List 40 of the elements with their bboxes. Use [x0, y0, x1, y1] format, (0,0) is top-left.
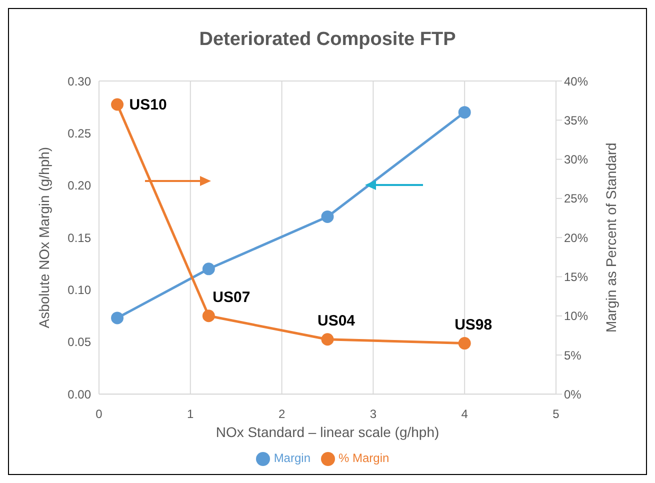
point — [458, 106, 471, 119]
y2-tick-label: 40% — [564, 74, 588, 88]
x-tick-label: 1 — [187, 407, 194, 422]
x-tick-label: 2 — [278, 407, 286, 422]
y-tick-label: 0.20 — [68, 178, 92, 193]
annotation: US07 — [212, 288, 250, 306]
y2-axis-title: Margin as Percent of Standard — [602, 142, 619, 333]
point — [111, 98, 124, 111]
x-axis-title: NOx Standard – linear scale (g/hph) — [216, 424, 440, 440]
y2-tick-label: 35% — [564, 113, 588, 128]
y2-tick-label: 15% — [564, 270, 588, 284]
y2-tick-label: 5% — [564, 348, 582, 362]
y2-tick-label: 10% — [564, 309, 588, 324]
y-tick-label: 0.00 — [68, 387, 92, 402]
x-tick-label: 5 — [552, 407, 560, 422]
y2-tick-label: 25% — [564, 192, 588, 206]
y-tick-label: 0.25 — [68, 126, 92, 140]
y-tick-label: 0.05 — [68, 335, 92, 350]
annotation: US10 — [129, 96, 167, 114]
annotation: US04 — [318, 312, 356, 330]
y2-tick-label: 30% — [564, 152, 588, 167]
y-tick-label: 0.10 — [68, 283, 92, 298]
y-axis-title: Asbolute NOx Margin (g/hph) — [36, 146, 52, 328]
y2-tick-label: 0% — [564, 387, 582, 402]
annotation: US98 — [454, 316, 492, 334]
x-tick-label: 4 — [461, 407, 468, 422]
legend-label: % Margin — [338, 451, 390, 466]
point — [321, 210, 334, 223]
y-tick-label: 0.30 — [68, 74, 92, 88]
point — [202, 262, 215, 276]
y-tick-label: 0.15 — [68, 230, 92, 245]
point — [202, 310, 215, 322]
x-tick-label: 3 — [370, 407, 377, 422]
x-tick-label: 0 — [96, 407, 103, 422]
legend-label: Margin — [274, 451, 310, 466]
point — [321, 333, 334, 346]
chart-title: Deteriorated Composite FTP — [198, 29, 457, 51]
y2-tick-label: 20% — [564, 230, 588, 245]
point — [111, 312, 124, 324]
point — [458, 337, 471, 350]
